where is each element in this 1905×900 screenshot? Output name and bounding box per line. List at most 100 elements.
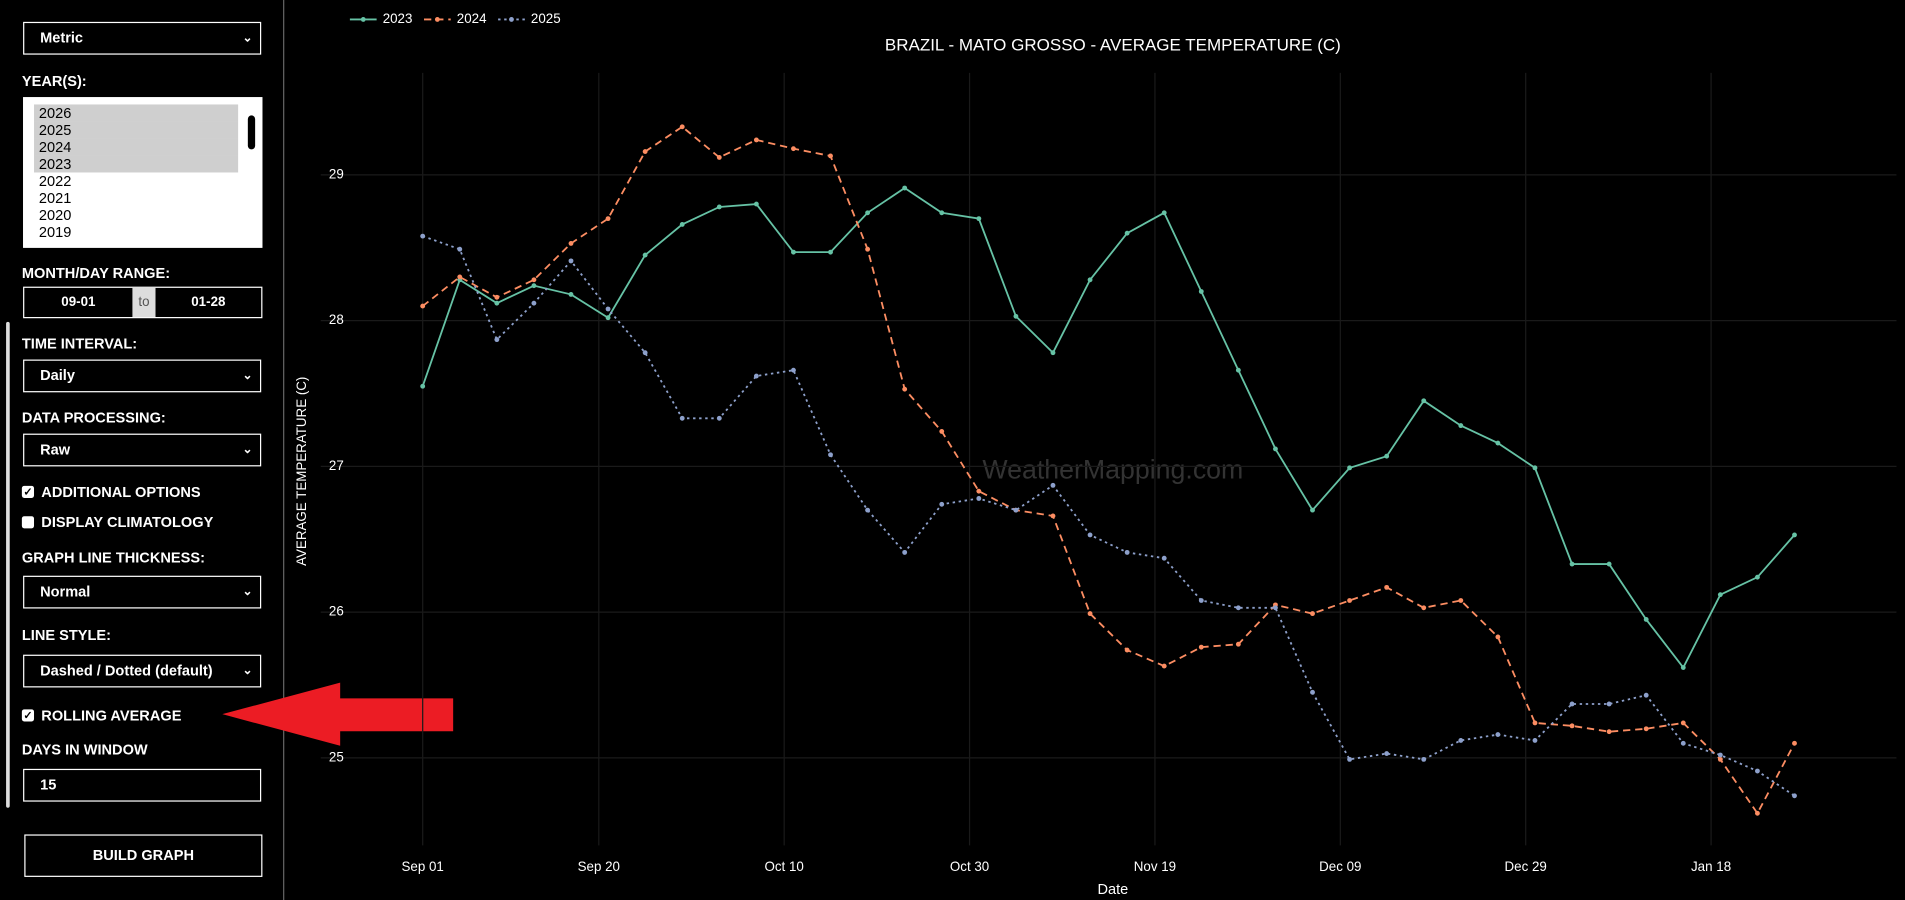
legend-marker: [509, 17, 514, 22]
checkbox[interactable]: ✓: [21, 485, 35, 498]
data-point: [642, 350, 648, 356]
thickness-label: GRAPH LINE THICKNESS:: [21, 548, 205, 567]
rolling-average[interactable]: ROLLING AVERAGE: [41, 706, 182, 724]
x-tick-label: Sep 20: [578, 859, 620, 874]
year-option[interactable]: 2019: [38, 223, 72, 241]
year-option[interactable]: 2023: [34, 155, 239, 173]
processing-value: Raw: [40, 440, 71, 458]
data-point: [1347, 465, 1353, 471]
caret: ⌄: [242, 31, 253, 45]
data-point: [1161, 663, 1167, 669]
line-style-value: Dashed / Dotted (default): [40, 661, 213, 679]
checkbox[interactable]: [21, 516, 35, 529]
data-point: [1458, 737, 1464, 743]
chart-title: BRAZIL - MATO GROSSO - AVERAGE TEMPERATU…: [885, 36, 1341, 55]
range-input: 09-01 to 01-28: [23, 286, 263, 319]
additional-options[interactable]: ADDITIONAL OPTIONS: [41, 483, 201, 501]
data-point: [1235, 367, 1241, 373]
x-tick-label: Oct 10: [765, 859, 804, 874]
display-climatology[interactable]: DISPLAY CLIMATOLOGY: [41, 513, 214, 531]
data-point: [865, 507, 871, 513]
data-point: [679, 222, 685, 227]
data-point: [1310, 689, 1315, 695]
data-point: [1347, 598, 1353, 603]
x-axis-title: Date: [1097, 882, 1128, 898]
y-axis-title: AVERAGE TEMPERATURE (C): [294, 377, 309, 566]
x-tick-label: Sep 01: [402, 859, 444, 874]
processing-label: DATA PROCESSING:: [21, 409, 166, 427]
data-point: [1235, 641, 1241, 647]
years-list[interactable]: 2026 2025 2024 2023 2022 2021 2020 2019: [23, 97, 263, 248]
range-label: MONTH/DAY RANGE:: [21, 264, 171, 282]
line-style-select[interactable]: Dashed / Dotted (default) ⌄: [23, 654, 262, 688]
data-point: [939, 501, 945, 507]
thickness-value: Normal: [40, 583, 91, 601]
year-option[interactable]: 2025: [34, 121, 239, 139]
year-option[interactable]: 2024: [34, 138, 239, 156]
data-point: [828, 249, 833, 255]
processing-select[interactable]: Raw ⌄: [23, 433, 262, 467]
data-point: [1124, 647, 1130, 653]
data-point: [531, 277, 537, 283]
data-point: [753, 373, 759, 379]
data-point: [1643, 726, 1649, 732]
data-point: [1050, 482, 1056, 488]
thickness-select[interactable]: Normal ⌄: [23, 575, 262, 609]
x-tick-label: Dec 29: [1505, 859, 1547, 874]
year-option[interactable]: 2022: [38, 172, 72, 190]
interval-select[interactable]: Daily ⌄: [23, 359, 262, 393]
data-point: [605, 306, 611, 312]
window-input[interactable]: 15: [23, 768, 262, 802]
data-point: [865, 246, 871, 252]
data-point: [679, 415, 685, 421]
data-point: [791, 146, 796, 152]
data-point: [1792, 793, 1797, 799]
sidebar-scrollbar[interactable]: [6, 321, 10, 808]
annotation-arrow: [222, 682, 454, 746]
data-point: [716, 154, 722, 160]
data-point: [568, 291, 574, 297]
build-button[interactable]: BUILD GRAPH: [24, 834, 263, 877]
range-to: to: [132, 287, 156, 318]
data-point: [642, 149, 648, 155]
data-point: [976, 216, 982, 222]
units-select[interactable]: Metric ⌄: [23, 21, 262, 55]
data-point: [902, 386, 908, 392]
data-point: [976, 496, 982, 501]
data-point: [1569, 701, 1575, 707]
data-point: [605, 216, 611, 222]
data-point: [1680, 665, 1686, 670]
interval-value: Daily: [40, 366, 75, 384]
legend-marker: [360, 17, 366, 22]
year-option[interactable]: 2021: [38, 189, 72, 207]
year-option[interactable]: 2020: [38, 206, 72, 224]
x-tick-label: Dec 09: [1319, 859, 1361, 874]
range-start[interactable]: 09-01: [61, 295, 96, 310]
data-point: [1717, 592, 1723, 598]
data-point: [1606, 561, 1612, 567]
data-point: [1087, 277, 1093, 283]
caret: ⌄: [242, 664, 253, 678]
data-point: [1680, 720, 1686, 726]
data-point: [642, 252, 648, 258]
y-tick-label: 28: [329, 312, 344, 327]
legend-label: 2024: [457, 11, 487, 26]
range-end[interactable]: 01-28: [191, 295, 226, 310]
caret: ⌄: [242, 585, 253, 599]
data-point: [1124, 549, 1130, 555]
data-point: [1643, 617, 1649, 622]
checkbox[interactable]: ✓: [21, 709, 35, 722]
year-option[interactable]: 2026: [34, 104, 239, 122]
list-scrollbar[interactable]: [247, 103, 256, 239]
data-point: [1421, 605, 1427, 611]
data-point: [1050, 513, 1056, 519]
y-tick-label: 26: [329, 604, 344, 619]
data-point: [1495, 440, 1501, 446]
data-point: [1347, 756, 1353, 762]
data-point: [1310, 611, 1315, 617]
data-point: [1680, 740, 1686, 746]
data-point: [1606, 701, 1612, 707]
data-point: [1013, 313, 1019, 319]
